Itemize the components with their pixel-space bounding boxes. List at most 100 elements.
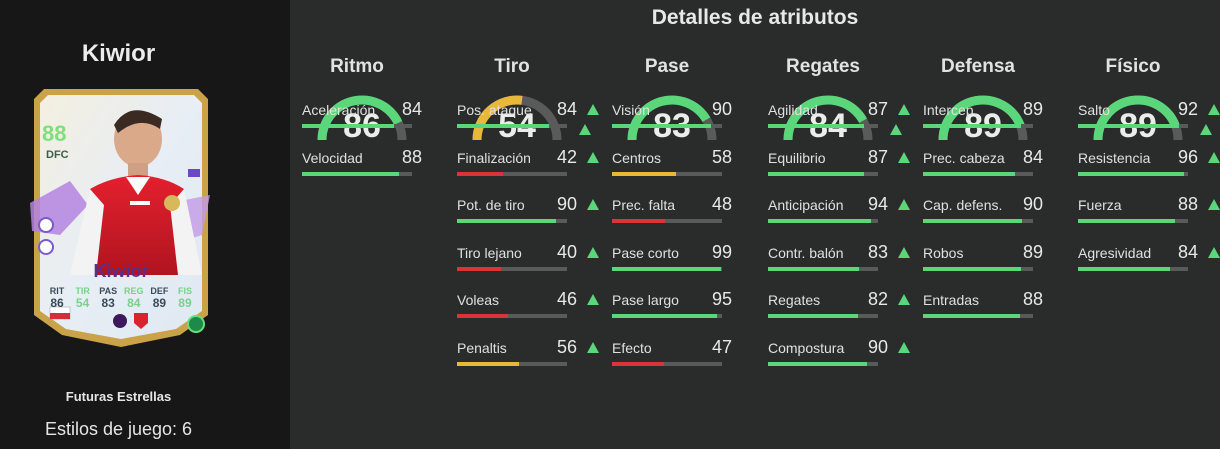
- attribute-bar-fill: [1078, 172, 1184, 176]
- attribute-bar: [923, 124, 1033, 128]
- attribute-label: Fuerza: [1078, 197, 1122, 213]
- card-stat-label: DEF: [150, 286, 169, 296]
- attribute-value: 87: [867, 99, 888, 119]
- attribute-label: Penaltis: [457, 340, 507, 356]
- attribute-label: Prec. cabeza: [923, 150, 1005, 166]
- card-stat: RIT 86: [46, 286, 68, 310]
- card-rating: 88: [42, 121, 67, 146]
- attribute-bar: [302, 172, 412, 176]
- attribute-row: Equilibrio 87: [768, 147, 910, 180]
- attribute-value: 56: [556, 337, 577, 357]
- attribute-bar: [612, 219, 722, 223]
- card-stat-value: 86: [50, 296, 64, 310]
- attribute-bar-fill: [302, 172, 399, 176]
- attribute-bar: [923, 314, 1033, 318]
- card-stat-value: 83: [101, 296, 115, 310]
- playstyles-count[interactable]: Estilos de juego: 6: [44, 419, 193, 439]
- attribute-bar-fill: [768, 362, 867, 366]
- attribute-row: Resistencia 96: [1078, 147, 1220, 180]
- attribute-bar-fill: [923, 267, 1021, 271]
- upgrade-arrow-icon: [898, 104, 910, 115]
- gauge-fill: [472, 95, 523, 141]
- attribute-bar: [457, 219, 567, 223]
- attribute-bar: [302, 124, 412, 128]
- attribute-bar: [923, 219, 1033, 223]
- attribute-bar-fill: [457, 314, 508, 318]
- attribute-label: Entradas: [923, 292, 980, 308]
- attribute-bar: [768, 362, 878, 366]
- card-stat-label: TIR: [75, 286, 90, 296]
- attribute-bar-fill: [612, 124, 711, 128]
- attribute-value: 83: [867, 242, 888, 262]
- player-card[interactable]: 88 DFC Kiwior RIT 86 TIR 54 PAS 83 REG 84 DE…: [30, 85, 212, 347]
- attribute-value: 89: [1022, 99, 1043, 119]
- card-stat: PAS 83: [97, 286, 119, 310]
- attribute-bar-fill: [302, 124, 395, 128]
- attribute-row: Tiro lejano 40: [457, 242, 599, 275]
- attribute-label: Pot. de tiro: [457, 197, 525, 213]
- attribute-bar-fill: [457, 362, 519, 366]
- attribute-bar: [768, 314, 878, 318]
- attribute-row: Compostura 90: [768, 337, 910, 370]
- attribute-bar-fill: [457, 219, 556, 223]
- attribute-value: 84: [556, 99, 577, 119]
- attribute-value: 84: [1177, 242, 1198, 262]
- attribute-row: Finalización 42: [457, 147, 599, 180]
- attribute-value: 95: [711, 289, 732, 309]
- card-stat: TIR 54: [72, 286, 94, 310]
- attribute-bar: [768, 124, 878, 128]
- upgrade-arrow-icon: [898, 247, 910, 258]
- attribute-row: Pase corto 99: [612, 242, 754, 275]
- card-position: DFC: [46, 149, 69, 161]
- attribute-bar: [612, 314, 722, 318]
- attribute-row: Entradas 88: [923, 289, 1065, 322]
- attribute-value: 88: [1022, 289, 1043, 309]
- attribute-label: Robos: [923, 245, 964, 261]
- attribute-label: Anticipación: [768, 197, 844, 213]
- attribute-row: Agilidad 87: [768, 99, 910, 132]
- attribute-bar: [457, 362, 567, 366]
- attribute-label: Centros: [612, 150, 662, 166]
- attribute-column-5: Físico 89 Salto 92 Resistencia 96 Fuerza 88 Agre…: [1078, 56, 1220, 446]
- attribute-bar: [923, 267, 1033, 271]
- attribute-label: Efecto: [612, 340, 652, 356]
- attribute-bar: [457, 314, 567, 318]
- category-title: Regates: [786, 56, 860, 77]
- attribute-bar: [1078, 267, 1188, 271]
- attribute-bar: [768, 267, 878, 271]
- attribute-bar: [457, 124, 567, 128]
- card-stat: DEF 89: [148, 286, 170, 310]
- card-stat-value: 54: [75, 296, 90, 310]
- attribute-value: 99: [711, 242, 732, 262]
- attribute-label: Voleas: [457, 292, 500, 308]
- attribute-row: Agresividad 84: [1078, 242, 1220, 275]
- attribute-value: 92: [1177, 99, 1198, 119]
- upgrade-arrow-icon: [890, 124, 902, 135]
- attribute-label: Agresividad: [1078, 245, 1152, 261]
- attribute-bar: [457, 172, 567, 176]
- upgrade-arrow-icon: [898, 294, 910, 305]
- card-stat-label: PAS: [99, 286, 118, 296]
- attribute-value: 48: [711, 194, 732, 214]
- upgrade-arrow-icon: [587, 294, 599, 305]
- card-stat-label: FIS: [177, 286, 192, 296]
- attribute-label: Compostura: [768, 340, 845, 356]
- category-gauge: [468, 92, 566, 144]
- attribute-value: 42: [556, 147, 577, 167]
- card-stat: FIS 89: [174, 286, 196, 310]
- attribute-value: 47: [711, 337, 732, 357]
- attribute-value: 88: [401, 147, 422, 167]
- attribute-row: Prec. cabeza 84: [923, 147, 1065, 180]
- upgrade-arrow-icon: [1208, 247, 1220, 258]
- attribute-label: Resistencia: [1078, 150, 1151, 166]
- attribute-row: Pase largo 95: [612, 289, 754, 322]
- attribute-label: Cap. defens.: [923, 197, 1003, 213]
- attribute-value: 40: [556, 242, 577, 262]
- attribute-bar: [923, 172, 1033, 176]
- attribute-bar-fill: [768, 314, 859, 318]
- upgrade-arrow-icon: [1208, 104, 1220, 115]
- card-background: [30, 89, 210, 347]
- attribute-label: Pos. ataque: [457, 102, 532, 118]
- attribute-value: 46: [556, 289, 577, 309]
- attribute-bar-fill: [457, 267, 501, 271]
